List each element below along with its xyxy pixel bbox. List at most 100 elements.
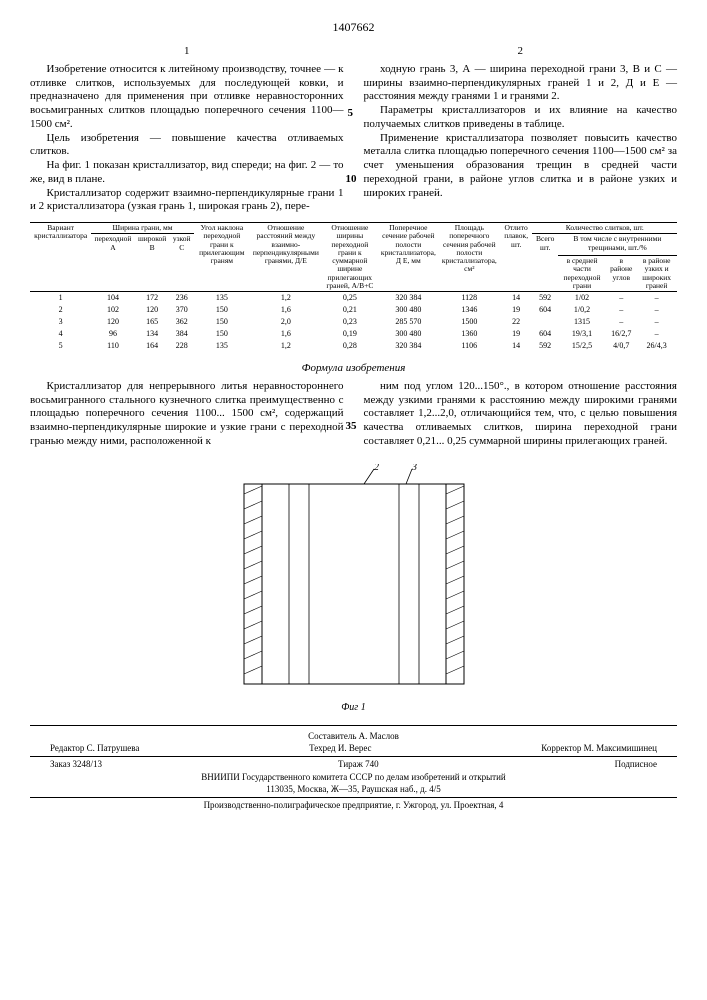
td: 102 [91,304,134,316]
td: 300 480 [378,328,439,340]
two-column-text: 5 10 1 Изобретение относится к литейному… [30,45,677,214]
td: – [636,292,677,305]
td: 0,21 [322,304,378,316]
document-number: 1407662 [30,20,677,35]
td: 592 [532,292,557,305]
td: 164 [135,340,170,352]
corrector: Корректор М. Максимишинец [541,743,657,754]
editor: Редактор С. Патрушева [50,743,139,754]
figure-label: Фиг 1 [234,702,474,715]
th: Поперечное сечение рабочей полости крист… [378,223,439,292]
formula-columns: 35 Кристаллизатор для непрерывного литья… [30,380,677,449]
table-row: 31201653621502,00,23285 5701500221315–– [30,316,677,328]
td: 300 480 [378,304,439,316]
table-row: 11041722361351,20,25320 3841128145921/02… [30,292,677,305]
td [532,316,557,328]
td: 0,19 [322,328,378,340]
formula-right: ним под углом 120...150°., в котором отн… [364,380,678,449]
td: 104 [91,292,134,305]
td: 1346 [439,304,500,316]
para: Применение кристаллизатора позволяет пов… [364,132,678,201]
col2-number: 2 [364,45,678,59]
formula-section-title: Формула изобретения [30,362,677,376]
td: 120 [91,316,134,328]
td: 150 [194,328,250,340]
formula-left: Кристаллизатор для непрерывного литья не… [30,380,344,449]
organization: ВНИИПИ Государственного комитета СССР по… [30,772,677,783]
td: 165 [135,316,170,328]
td: 120 [135,304,170,316]
td: 1 [30,292,91,305]
table-row: 21021203701501,60,21300 4801346196041/0,… [30,304,677,316]
para: ним под углом 120...150°., в котором отн… [364,380,678,449]
th: широкой В [135,234,170,292]
signature: Подписное [615,759,657,770]
td: 604 [532,304,557,316]
td: 2,0 [250,316,322,328]
order-number: Заказ 3248/13 [50,759,102,770]
th: в средней части переходной грани [558,256,606,292]
td: 3 [30,316,91,328]
td: – [636,328,677,340]
th: Вариант кристаллизатора [30,223,91,292]
th: Площадь поперечного сечения рабочей поло… [439,223,500,292]
td: 19 [500,328,533,340]
td: 4 [30,328,91,340]
td: 134 [135,328,170,340]
figure-1: 2 3 Фиг 1 [234,464,474,715]
td: 370 [170,304,194,316]
td: 1,6 [250,304,322,316]
td: 1/0,2 [558,304,606,316]
td: 0,28 [322,340,378,352]
para: ходную грань 3, А — ширина переходной гр… [364,63,678,104]
td: 1,2 [250,292,322,305]
callout-2: 2 [374,464,379,473]
th: Количество слитков, шт. [532,223,677,234]
td: 1500 [439,316,500,328]
printer: Производственно-полиграфическое предприя… [30,797,677,811]
td: 285 570 [378,316,439,328]
td: 1315 [558,316,606,328]
th: Ширина грани, мм [91,223,194,234]
table-body: 11041722361351,20,25320 3841128145921/02… [30,292,677,353]
td: 19 [500,304,533,316]
td: 4/0,7 [606,340,636,352]
tirage: Тираж 740 [338,759,379,770]
td: 135 [194,292,250,305]
td: – [606,292,636,305]
td: 15/2,5 [558,340,606,352]
td: 0,23 [322,316,378,328]
td: – [636,304,677,316]
td: – [636,316,677,328]
td: 150 [194,304,250,316]
figure-svg: 2 3 [234,464,474,694]
td: 14 [500,340,533,352]
td: 19/3,1 [558,328,606,340]
tech-editor: Техред И. Верес [309,743,371,754]
td: 1128 [439,292,500,305]
th: узкой С [170,234,194,292]
td: 5 [30,340,91,352]
td: 96 [91,328,134,340]
col1-number: 1 [30,45,344,59]
td: 110 [91,340,134,352]
callout-3: 3 [411,464,417,473]
td: 172 [135,292,170,305]
td: 150 [194,316,250,328]
th: Отношение расстояний между взаимно-перпе… [250,223,322,292]
td: 320 384 [378,292,439,305]
credits-block: Составитель А. Маслов Редактор С. Патруш… [30,725,677,812]
table-row: 51101642281351,20,28320 38411061459215/2… [30,340,677,352]
compiler: Составитель А. Маслов [30,731,677,742]
left-column: 1 Изобретение относится к литейному прои… [30,45,344,214]
td: 1106 [439,340,500,352]
td: 1,2 [250,340,322,352]
td: 135 [194,340,250,352]
th: Отлито плавок, шт. [500,223,533,292]
td: 592 [532,340,557,352]
td: 1,6 [250,328,322,340]
td: 320 384 [378,340,439,352]
td: 1360 [439,328,500,340]
address: 113035, Москва, Ж—35, Раушская наб., д. … [30,784,677,795]
td: 0,25 [322,292,378,305]
